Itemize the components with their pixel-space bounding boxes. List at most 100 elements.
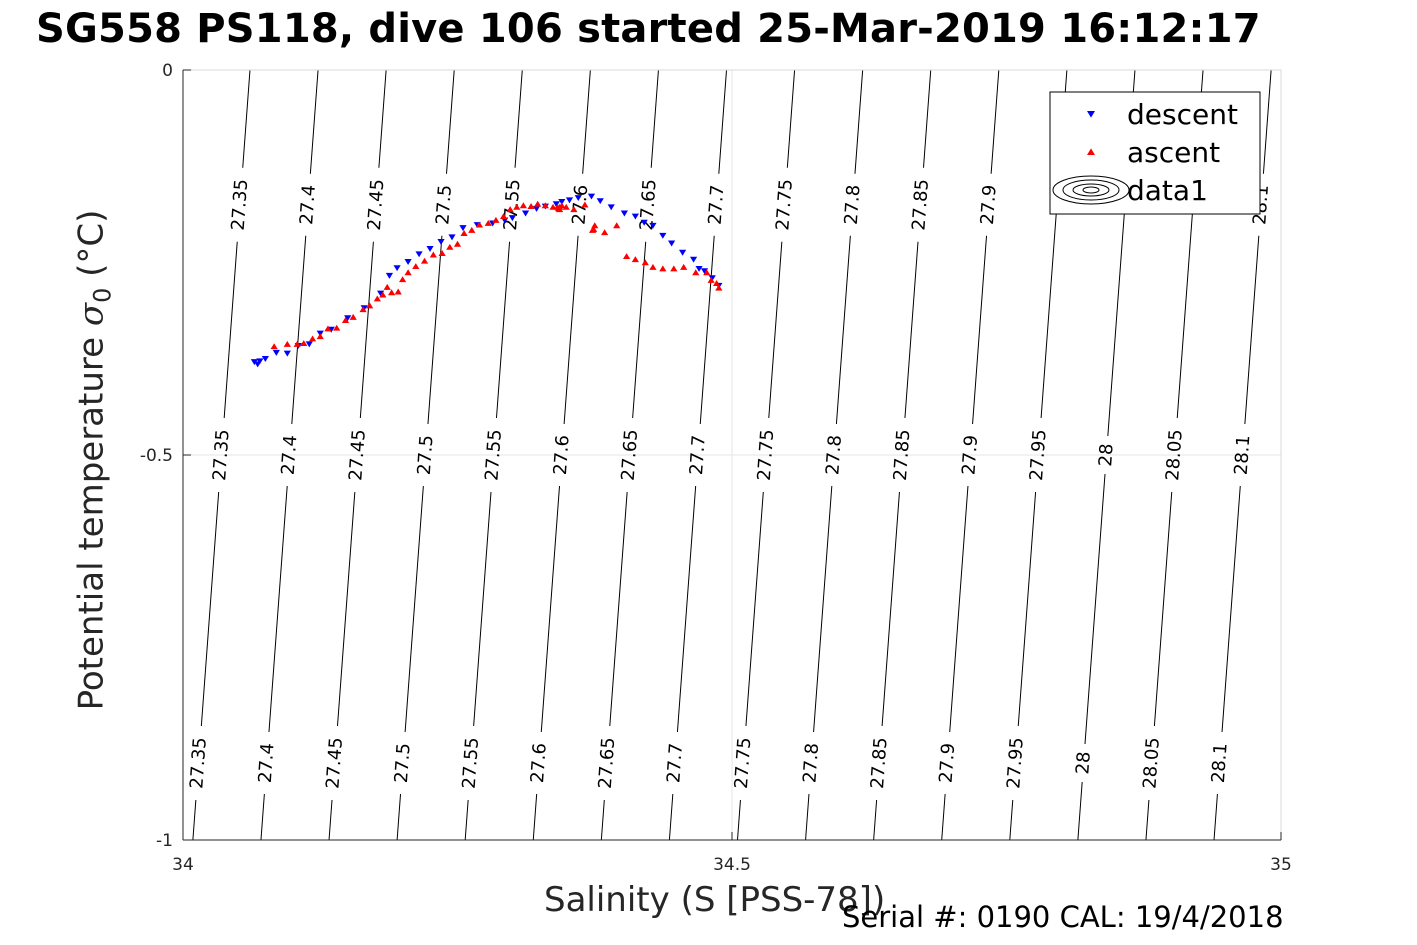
ascent-marker xyxy=(404,269,412,276)
ascent-marker xyxy=(670,265,678,272)
ascent-marker xyxy=(506,206,514,213)
ascent-marker xyxy=(446,243,454,250)
descent-marker xyxy=(377,290,385,297)
ascent-marker xyxy=(349,313,357,320)
ascent-marker xyxy=(379,291,387,298)
contour-label: 27.6 xyxy=(568,184,592,225)
ascent-marker xyxy=(707,276,715,283)
ascent-marker xyxy=(460,230,468,236)
y-tick-label: 0 xyxy=(162,61,173,81)
ascent-marker xyxy=(680,263,688,270)
contour-label: 27.5 xyxy=(414,434,438,475)
descent-marker xyxy=(607,204,615,211)
ascent-marker xyxy=(300,340,308,347)
contour-label: 27.85 xyxy=(890,429,915,482)
contour-line-segment xyxy=(786,69,796,168)
contour-line-segment xyxy=(427,235,443,425)
legend-marker-ascent xyxy=(1087,148,1095,155)
contour-line-segment xyxy=(768,241,783,419)
contour-label: 27.65 xyxy=(618,429,643,482)
contour-line-segment xyxy=(1077,781,1083,841)
contour-line-segment xyxy=(600,799,605,841)
contour-label: 27.55 xyxy=(459,737,484,790)
contour-line-segment xyxy=(260,793,265,841)
ascent-marker xyxy=(333,324,341,331)
contour-line-segment xyxy=(582,69,591,174)
descent-marker xyxy=(404,259,412,265)
contour-line-segment xyxy=(268,485,288,733)
contour-label: 27.75 xyxy=(754,429,779,482)
contour-label: 27.7 xyxy=(663,742,687,783)
ascent-marker xyxy=(713,280,721,286)
ascent-marker xyxy=(659,265,667,272)
ascent-marker xyxy=(553,203,562,210)
x-tick-label: 34.5 xyxy=(713,855,751,875)
ascent-marker xyxy=(613,222,621,229)
contour-line-segment xyxy=(632,241,647,419)
ascent-marker xyxy=(591,222,599,229)
descent-marker xyxy=(250,359,258,366)
contour-label: 27.85 xyxy=(867,737,892,790)
contour-label: 27.95 xyxy=(1026,429,1051,482)
ascent-marker xyxy=(270,343,278,350)
contour-line-segment xyxy=(805,793,810,841)
descent-marker xyxy=(256,358,264,365)
contour-line-segment xyxy=(873,799,878,841)
contour-label: 27.45 xyxy=(322,737,347,790)
contour-label: 27.4 xyxy=(255,742,279,783)
contour-label: 27.8 xyxy=(822,434,846,475)
legend-label-data1: data1 xyxy=(1127,174,1208,207)
y-axis-label: Potential temperature σ0 (°C) xyxy=(72,210,117,711)
ascent-marker xyxy=(388,289,396,296)
x-tick-label: 34 xyxy=(172,855,194,875)
contour-line-segment xyxy=(1262,69,1272,174)
descent-marker xyxy=(261,356,269,362)
contour-line-segment xyxy=(990,69,1000,174)
contour-label: 28.1 xyxy=(1231,434,1255,475)
descent-marker xyxy=(283,350,291,357)
y-tick-label: -0.5 xyxy=(140,446,173,466)
contour-line-segment xyxy=(1244,235,1260,425)
contour-line-segment xyxy=(922,69,932,168)
contour-label: 27.45 xyxy=(345,429,370,482)
contour-label: 27.7 xyxy=(686,434,710,475)
contour-line-segment xyxy=(854,69,864,174)
contour-line-segment xyxy=(404,485,424,733)
legend: descent ascent data1 xyxy=(1049,91,1261,215)
contour-label: 27.35 xyxy=(228,178,253,231)
descent-marker xyxy=(552,201,560,208)
ascent-marker xyxy=(590,226,598,233)
contour-line-segment xyxy=(1084,473,1106,745)
ascent-marker xyxy=(453,240,462,247)
descent-marker xyxy=(708,275,716,282)
legend-label-descent: descent xyxy=(1127,98,1238,131)
ascent-marker xyxy=(631,256,639,263)
contour-line-segment xyxy=(949,485,969,733)
contour-label: 27.35 xyxy=(186,737,211,790)
contour-label: 27.8 xyxy=(841,184,865,225)
ascent-marker xyxy=(527,203,535,209)
contour-label: 27.9 xyxy=(958,434,982,475)
ascent-marker xyxy=(429,251,437,258)
descent-marker xyxy=(344,315,352,322)
descent-marker xyxy=(521,210,530,217)
ascent-marker xyxy=(500,213,508,219)
contour-line-segment xyxy=(813,485,833,733)
contour-label: 27.35 xyxy=(209,429,234,482)
ascent-marker xyxy=(541,202,549,209)
descent-marker xyxy=(508,215,516,222)
ascent-marker xyxy=(484,219,492,226)
contour-line-segment xyxy=(736,799,741,841)
descent-marker xyxy=(565,197,574,204)
y-axis-label-prefix: Potential temperature xyxy=(71,326,112,711)
ascent-marker xyxy=(649,263,657,270)
contour-label: 28 xyxy=(1095,443,1118,467)
ascent-marker xyxy=(570,206,578,213)
contour-line-segment xyxy=(941,793,946,841)
ascent-marker xyxy=(562,203,570,210)
contour-label: 28.1 xyxy=(1208,742,1232,783)
descent-marker xyxy=(659,232,667,239)
contour-line-segment xyxy=(699,235,715,425)
legend-marker-descent xyxy=(1087,111,1095,118)
y-axis-label-suffix: (°C) xyxy=(71,209,112,288)
